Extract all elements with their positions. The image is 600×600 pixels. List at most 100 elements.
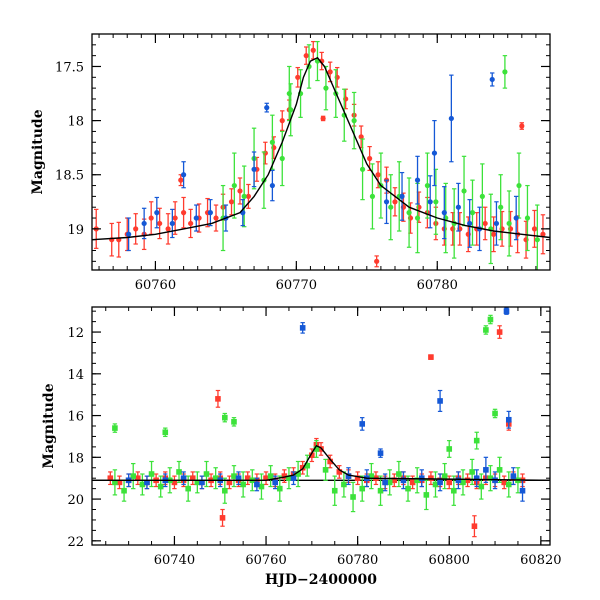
top-point-green — [433, 199, 439, 205]
bottom-point-green — [112, 479, 118, 486]
bottom-y-tick-label: 18 — [67, 451, 84, 466]
top-x-tick-label: 60780 — [417, 278, 458, 293]
bottom-point-green — [359, 485, 366, 492]
bottom-point-green — [414, 477, 420, 484]
bottom-point-green — [112, 425, 118, 431]
bottom-point-green — [258, 483, 265, 490]
bottom-point-green — [473, 437, 480, 444]
bottom-point-green — [130, 473, 137, 479]
panel-top-ylabel: Magnitude — [30, 109, 46, 194]
panel-top-plot-area — [92, 40, 550, 270]
top-point-red — [491, 231, 497, 237]
bottom-point-green — [194, 479, 201, 486]
bottom-point-red — [501, 479, 507, 486]
top-point-red — [327, 69, 333, 75]
top-point-blue — [193, 215, 199, 221]
bottom-point-red — [496, 329, 503, 335]
top-point-blue — [154, 210, 160, 216]
bottom-point-red — [428, 354, 434, 360]
bottom-point-red — [409, 479, 416, 486]
bottom-point-green — [446, 446, 453, 452]
top-point-red — [228, 199, 235, 205]
bottom-point-blue — [503, 308, 510, 314]
top-point-red — [165, 226, 171, 232]
top-point-blue — [493, 220, 500, 227]
bottom-point-blue — [510, 473, 517, 479]
bottom-y-tick-label: 14 — [67, 368, 84, 383]
top-point-green — [388, 204, 394, 210]
bottom-point-red — [226, 479, 233, 486]
top-point-red — [303, 53, 309, 59]
top-y-tick-label: 19 — [67, 223, 84, 238]
bottom-point-green — [276, 485, 283, 492]
top-point-red — [213, 215, 219, 221]
bottom-x-tick-label: 60800 — [429, 553, 470, 568]
bottom-point-green — [148, 471, 155, 477]
top-point-blue — [251, 166, 257, 172]
bottom-point-green — [350, 494, 356, 500]
top-point-green — [279, 155, 285, 162]
top-point-red — [295, 74, 301, 80]
bottom-x-tick-label: 60740 — [154, 553, 195, 568]
bottom-point-green — [492, 410, 498, 417]
panel-bottom-ylabel: Magnitude — [41, 383, 57, 468]
top-point-blue — [467, 220, 473, 227]
top-point-blue — [448, 115, 454, 122]
bottom-point-blue — [455, 477, 462, 484]
top-point-green — [369, 193, 376, 199]
top-point-red — [157, 220, 163, 227]
top-point-red — [375, 172, 381, 178]
top-point-red — [188, 220, 194, 227]
bottom-point-green — [441, 473, 448, 479]
bottom-point-green — [240, 481, 246, 488]
bottom-point-green — [405, 485, 411, 492]
top-point-green — [406, 210, 412, 216]
bottom-point-red — [354, 475, 361, 481]
top-point-green — [502, 69, 508, 75]
top-point-red — [531, 226, 538, 232]
bottom-point-blue — [382, 479, 388, 486]
bottom-x-tick-label: 60760 — [245, 553, 286, 568]
top-point-red — [245, 193, 252, 199]
top-point-blue — [383, 199, 390, 205]
top-point-blue — [441, 210, 447, 216]
top-frame — [91, 33, 551, 271]
bottom-point-green — [231, 473, 237, 479]
bottom-point-red — [189, 475, 196, 481]
bottom-model-curve — [92, 444, 550, 481]
bottom-point-green — [313, 446, 320, 452]
top-point-green — [516, 182, 522, 189]
bottom-point-blue — [345, 473, 352, 479]
bottom-point-green — [139, 481, 146, 488]
top-point-red — [392, 199, 398, 205]
bottom-point-red — [107, 475, 114, 481]
bottom-point-green — [487, 475, 494, 481]
bottom-point-red — [446, 479, 453, 486]
bottom-point-blue — [235, 475, 242, 481]
top-point-green — [269, 139, 275, 145]
top-point-red — [172, 215, 178, 221]
bottom-point-green — [396, 471, 402, 477]
bottom-point-red — [171, 479, 178, 486]
bottom-point-green — [341, 481, 347, 488]
bottom-point-green — [496, 467, 503, 473]
bottom-point-blue — [437, 398, 443, 404]
top-point-green — [286, 90, 292, 97]
panel-top: 60760 60770 60780 17.5 18 18.5 19 Magnitude — [30, 33, 551, 293]
bottom-point-green — [203, 471, 210, 477]
bottom-point-blue — [180, 475, 187, 481]
top-x-tick-label: 60770 — [276, 278, 317, 293]
top-point-blue — [126, 231, 132, 237]
bottom-point-green — [460, 479, 466, 486]
panel-top-axes: 60760 60770 60780 17.5 18 18.5 19 — [55, 33, 551, 293]
bottom-point-green — [304, 462, 311, 469]
top-point-red — [482, 220, 488, 227]
bottom-point-red — [215, 396, 221, 402]
top-point-green — [359, 166, 366, 172]
top-point-red — [133, 226, 139, 232]
bottom-point-green — [331, 487, 338, 494]
top-point-green — [534, 237, 540, 243]
top-point-green — [479, 193, 485, 199]
bottom-point-green — [451, 487, 457, 494]
